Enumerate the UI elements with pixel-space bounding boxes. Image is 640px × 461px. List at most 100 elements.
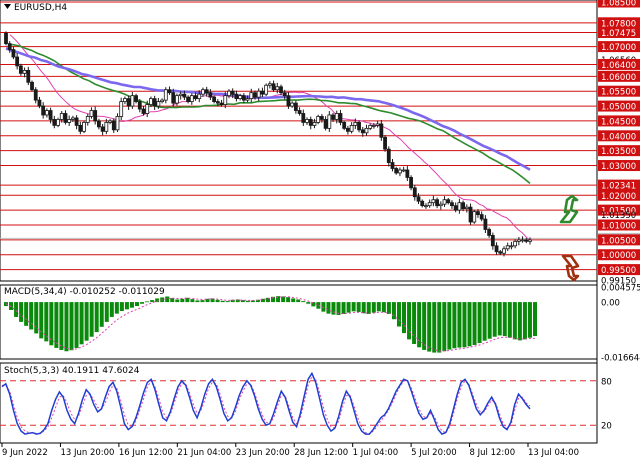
candle-body bbox=[316, 116, 321, 123]
level-lines bbox=[0, 1, 597, 271]
macd-bar bbox=[417, 302, 422, 348]
macd-bar bbox=[54, 302, 59, 348]
candle-body bbox=[111, 120, 116, 131]
price-tick-label: 1.02341 bbox=[601, 182, 636, 192]
candle-body bbox=[305, 119, 309, 123]
candle-body bbox=[513, 240, 518, 247]
candle-body bbox=[442, 199, 447, 205]
macd-bar bbox=[396, 302, 401, 327]
candle-body bbox=[104, 122, 109, 132]
macd-bar bbox=[99, 302, 104, 327]
macd-bar bbox=[427, 302, 432, 352]
candle-body bbox=[186, 96, 190, 103]
triangle-down-icon bbox=[4, 4, 11, 9]
macd-bar bbox=[84, 302, 89, 341]
stoch-panel bbox=[0, 362, 598, 444]
level-label-bg bbox=[598, 26, 640, 38]
candle-body bbox=[364, 127, 369, 134]
candle-body bbox=[516, 239, 521, 242]
price-tick-label: 1.04000 bbox=[601, 132, 636, 142]
candle-body bbox=[368, 124, 373, 129]
candle-body bbox=[145, 104, 150, 114]
candle-body bbox=[149, 98, 153, 105]
macd-bar bbox=[195, 300, 200, 303]
candle-body bbox=[431, 199, 436, 204]
candle-body bbox=[416, 196, 421, 202]
candle-body bbox=[215, 101, 220, 104]
candle-body bbox=[372, 124, 376, 127]
macd-bar bbox=[74, 302, 79, 348]
time-axis: 9 Jun 2022 13 Jun 20:00 16 Jun 12:00 21 Jun… bbox=[1, 443, 579, 458]
candle-body bbox=[334, 113, 339, 120]
candle-body bbox=[390, 162, 395, 169]
candle-body bbox=[264, 84, 269, 95]
price-tick-label: 1.08500 bbox=[601, 0, 636, 9]
candle-body bbox=[405, 169, 410, 178]
candle-body bbox=[163, 89, 168, 101]
macd-histogram bbox=[4, 296, 537, 353]
candle-body bbox=[123, 98, 127, 103]
candle-body bbox=[427, 202, 432, 207]
price-tick-label: 1.00500 bbox=[601, 236, 636, 246]
candle-body bbox=[468, 206, 473, 223]
candle-body bbox=[156, 101, 161, 107]
macd-bar bbox=[185, 297, 190, 303]
time-tick-label: 1 Jul 04:00 bbox=[353, 448, 399, 457]
macd-bar bbox=[225, 301, 230, 303]
price-tick-label: 1.01000 bbox=[601, 221, 636, 231]
macd-bar bbox=[472, 302, 477, 345]
candle-body bbox=[178, 93, 183, 97]
candle-body bbox=[175, 95, 179, 104]
candle-body bbox=[386, 148, 391, 163]
candle-body bbox=[134, 95, 138, 103]
time-tick-label: 28 Jun 12:00 bbox=[294, 448, 348, 457]
macd-bar bbox=[215, 299, 220, 303]
candle-body bbox=[487, 229, 492, 236]
candle-body bbox=[182, 93, 187, 98]
macd-bar bbox=[205, 298, 210, 303]
candle-body bbox=[498, 251, 503, 254]
macd-bar bbox=[170, 298, 175, 303]
candle-body bbox=[338, 113, 343, 123]
macd-bar bbox=[124, 302, 129, 310]
macd-tick-label: -0.016644 bbox=[601, 354, 640, 364]
candle-body bbox=[56, 119, 60, 126]
macd-bar bbox=[150, 300, 155, 303]
macd-bar bbox=[381, 302, 386, 313]
level-label-bg bbox=[598, 58, 640, 70]
macd-title: MACD(5,34,4) -0.010252 -0.011029 bbox=[4, 287, 165, 297]
candle-body bbox=[375, 123, 380, 126]
candle-body bbox=[323, 119, 328, 129]
candle-body bbox=[490, 235, 495, 247]
macd-bar bbox=[527, 302, 532, 338]
price-tick-label: 1.01350 bbox=[601, 211, 636, 221]
candle-body bbox=[33, 89, 38, 101]
candle-body bbox=[260, 90, 265, 95]
candle-body bbox=[383, 136, 387, 150]
macd-bar bbox=[407, 302, 412, 340]
macd-bar bbox=[250, 300, 255, 303]
candle-body bbox=[394, 168, 399, 174]
level-label-bg bbox=[598, 0, 640, 8]
price-tick-label: 1.03000 bbox=[601, 162, 636, 172]
price-tick-label: 1.02000 bbox=[601, 192, 636, 202]
candle-body bbox=[297, 110, 302, 114]
macd-tick-label: 0.00 bbox=[601, 299, 620, 309]
macd-axis-labels: 0.004575 0.00 -0.016644 bbox=[601, 284, 640, 364]
candle-body bbox=[241, 95, 246, 101]
level-label-bg bbox=[598, 100, 640, 112]
candle-body bbox=[52, 119, 57, 126]
candle-body bbox=[282, 92, 287, 97]
candle-body bbox=[524, 239, 529, 242]
candle-body bbox=[223, 95, 228, 105]
macd-bar bbox=[119, 302, 124, 311]
price-axis-labels: 1.085001.078001.074751.070001.065601.064… bbox=[598, 0, 640, 287]
price-tick-label: 1.06400 bbox=[601, 61, 636, 71]
candle-body bbox=[479, 214, 484, 220]
candle-body bbox=[201, 89, 205, 95]
macd-bar bbox=[255, 299, 260, 303]
candle-body bbox=[4, 32, 8, 45]
macd-bar bbox=[155, 298, 160, 303]
candle-body bbox=[171, 92, 176, 104]
level-label-bg bbox=[598, 249, 640, 261]
